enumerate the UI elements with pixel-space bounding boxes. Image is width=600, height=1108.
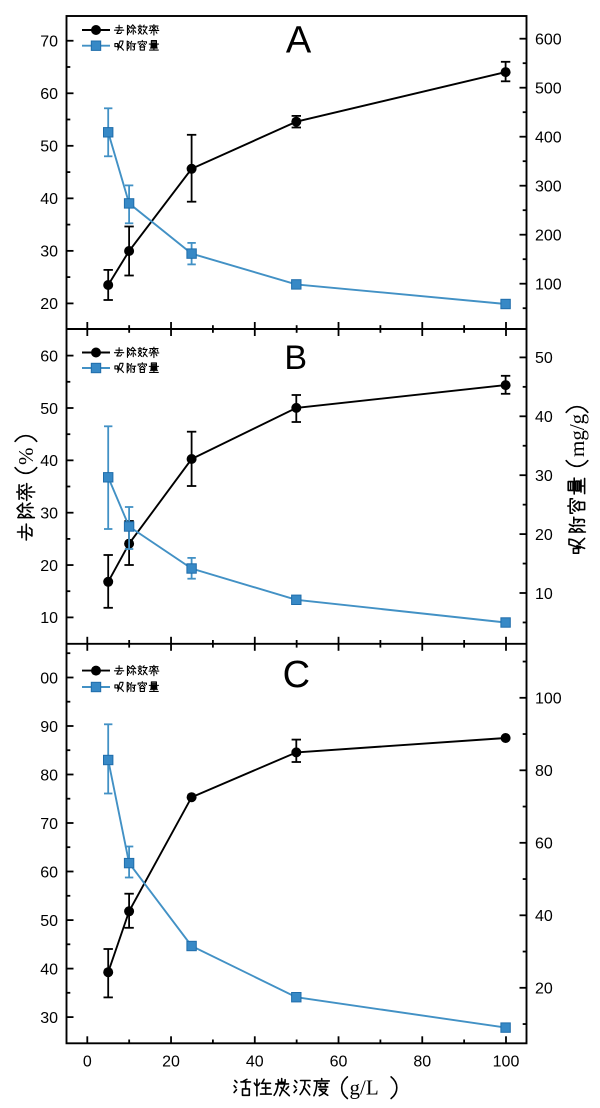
svg-text:400: 400 — [535, 130, 562, 147]
svg-text:g/L: g/L — [350, 1076, 379, 1100]
svg-text:40: 40 — [535, 409, 553, 426]
svg-text:00: 00 — [40, 670, 58, 687]
svg-text:80: 80 — [40, 767, 58, 784]
svg-text:20: 20 — [40, 558, 58, 575]
svg-text:50: 50 — [40, 401, 58, 418]
svg-text:50: 50 — [40, 913, 58, 930]
svg-text:600: 600 — [535, 32, 562, 49]
svg-text:80: 80 — [413, 1053, 431, 1070]
svg-text:100: 100 — [535, 691, 562, 708]
svg-text:100: 100 — [535, 277, 562, 294]
svg-text:0: 0 — [83, 1053, 92, 1070]
svg-text:90: 90 — [40, 719, 58, 736]
svg-text:200: 200 — [535, 228, 562, 245]
svg-text:80: 80 — [535, 763, 553, 780]
svg-text:60: 60 — [40, 348, 58, 365]
svg-text:30: 30 — [535, 468, 553, 485]
svg-text:70: 70 — [40, 816, 58, 833]
svg-text:A: A — [286, 20, 312, 62]
svg-text:40: 40 — [40, 453, 58, 470]
svg-text:20: 20 — [535, 981, 553, 998]
svg-text:500: 500 — [535, 81, 562, 98]
svg-text:40: 40 — [40, 191, 58, 208]
svg-text:20: 20 — [535, 527, 553, 544]
svg-text:10: 10 — [535, 586, 553, 603]
svg-text:60: 60 — [40, 86, 58, 103]
svg-text:B: B — [284, 339, 307, 377]
svg-text:30: 30 — [40, 1010, 58, 1027]
svg-text:10: 10 — [40, 610, 58, 627]
svg-text:50: 50 — [535, 350, 553, 367]
svg-text:40: 40 — [535, 908, 553, 925]
svg-text:mg/g: mg/g — [565, 413, 589, 457]
svg-text:100: 100 — [493, 1053, 520, 1070]
svg-text:60: 60 — [40, 864, 58, 881]
svg-text:50: 50 — [40, 139, 58, 156]
svg-text:70: 70 — [40, 34, 58, 51]
svg-text:300: 300 — [535, 179, 562, 196]
svg-text:20: 20 — [40, 296, 58, 313]
svg-text:40: 40 — [246, 1053, 264, 1070]
svg-text:C: C — [283, 654, 310, 696]
svg-text:%: % — [14, 448, 38, 466]
svg-text:30: 30 — [40, 244, 58, 261]
svg-text:60: 60 — [330, 1053, 348, 1070]
svg-text:40: 40 — [40, 961, 58, 978]
svg-text:60: 60 — [535, 836, 553, 853]
svg-text:30: 30 — [40, 506, 58, 523]
svg-text:20: 20 — [162, 1053, 180, 1070]
